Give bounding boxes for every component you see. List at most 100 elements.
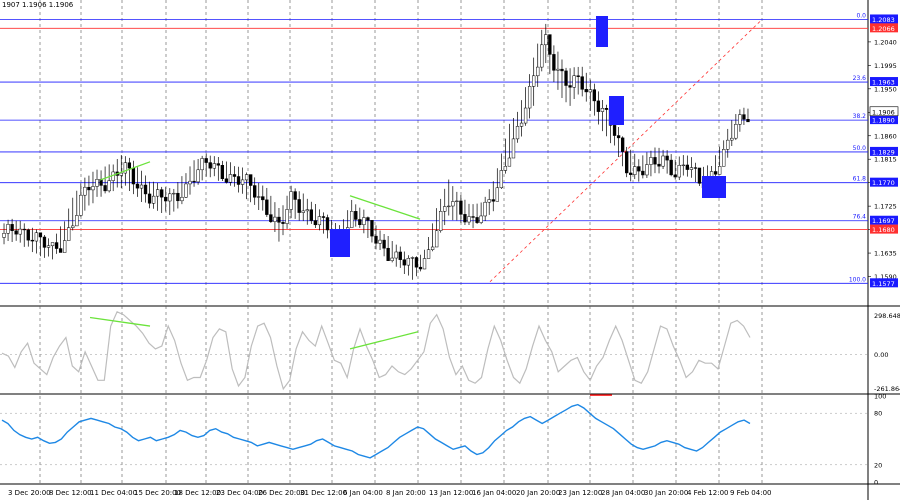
y-tick-label: 1.1725	[874, 203, 897, 211]
candle-body	[277, 216, 281, 223]
candle-body	[131, 167, 136, 185]
candle-body	[127, 162, 132, 169]
price-level-value: 1.1697	[872, 217, 895, 225]
y-tick-label: 1.2040	[874, 38, 897, 46]
rsi-line	[1, 403, 751, 459]
candle-body	[746, 119, 750, 123]
candle-body	[232, 174, 237, 177]
candle-body	[572, 75, 576, 88]
candle-body	[544, 34, 548, 46]
candle-body	[503, 165, 508, 171]
candle-body	[119, 172, 123, 176]
candle-body	[532, 75, 536, 87]
price-level-tag	[870, 77, 898, 87]
current-price-value: 1.1906	[872, 108, 895, 116]
x-tick-label: 11 Dec 04:00	[90, 489, 137, 497]
candle-body	[216, 163, 220, 166]
candle-body	[455, 200, 459, 203]
candle-body	[91, 186, 95, 191]
candle-body	[394, 251, 398, 259]
candle-body	[139, 184, 144, 189]
candle-body	[479, 215, 483, 223]
candle-body	[244, 174, 249, 181]
candle-body	[499, 170, 504, 189]
fib-level-label: 50.0	[853, 145, 867, 152]
candle-body	[661, 155, 665, 167]
candle-body	[192, 180, 196, 183]
price-level-tag	[870, 177, 898, 187]
candle-body	[42, 236, 47, 248]
candle-body	[135, 183, 140, 189]
candle-body	[382, 239, 386, 249]
candle-body	[519, 122, 524, 127]
y-tick-label: 1.1590	[874, 273, 897, 281]
candle-body	[398, 251, 402, 260]
candle-body	[483, 201, 487, 217]
x-tick-label: 15 Dec 20:00	[134, 489, 181, 497]
candle-body	[107, 180, 111, 192]
candle-body	[738, 114, 742, 125]
candle-body	[50, 242, 55, 247]
candle-body	[30, 239, 34, 242]
candle-body	[560, 68, 564, 72]
candle-body	[649, 157, 653, 165]
x-tick-label: 16 Jan 04:00	[472, 489, 516, 497]
x-tick-label: 18 Dec 12:00	[174, 489, 221, 497]
candle-body	[71, 225, 75, 228]
candle-body	[673, 174, 677, 178]
candle-body	[726, 139, 730, 150]
candle-body	[430, 246, 435, 250]
candle-body	[665, 155, 669, 161]
candle-body	[475, 217, 479, 223]
candle-body	[463, 214, 467, 223]
candle-body	[224, 178, 229, 183]
trend-line	[489, 21, 761, 283]
candle-body	[426, 249, 431, 259]
candle-body	[147, 193, 152, 204]
x-tick-label: 13 Jan 12:00	[429, 489, 473, 497]
ohlc-header: 1907 1.1906 1.1906	[2, 1, 74, 9]
candle-body	[87, 186, 91, 191]
divergence-line-osc	[349, 331, 419, 350]
candle-body	[317, 216, 322, 226]
osc-tick-label: -261.864	[874, 385, 900, 393]
candle-body	[487, 199, 491, 203]
candle-body	[495, 187, 499, 202]
candle-body	[366, 217, 370, 221]
candle-body	[434, 230, 439, 248]
x-tick-label: 9 Feb 04:00	[730, 489, 771, 497]
candle-body	[604, 108, 609, 110]
signal-marker-box	[596, 16, 608, 47]
candle-body	[697, 167, 702, 184]
osc-tick-label: 0.00	[874, 351, 888, 359]
candle-body	[289, 191, 293, 210]
current-price-tag	[869, 106, 899, 117]
candle-body	[439, 211, 443, 231]
candle-body	[637, 166, 641, 172]
x-tick-label: 3 Dec 20:00	[8, 489, 51, 497]
candle-body	[370, 220, 374, 237]
price-level-tag	[870, 215, 898, 225]
candle-body	[83, 186, 87, 196]
candle-body	[184, 183, 188, 198]
y-tick-label: 1.1860	[874, 132, 897, 140]
candle-body	[240, 179, 245, 185]
candle-body	[180, 196, 184, 202]
candle-body	[265, 199, 269, 215]
candle-body	[491, 199, 495, 202]
y-tick-label: 1.1995	[874, 62, 897, 70]
candle-body	[309, 209, 313, 221]
candle-body	[212, 163, 216, 169]
candle-body	[46, 245, 51, 248]
candle-body	[95, 179, 99, 187]
y-tick-label: 1.1950	[874, 85, 897, 93]
candle-body	[208, 162, 212, 169]
candle-body	[443, 206, 447, 212]
candle-body	[600, 108, 605, 112]
candle-body	[527, 86, 532, 109]
candle-body	[313, 220, 318, 226]
signal-marker-box	[609, 96, 624, 125]
candle-body	[253, 185, 257, 198]
price-level-value: 1.1770	[872, 179, 895, 187]
candle-body	[378, 239, 382, 244]
